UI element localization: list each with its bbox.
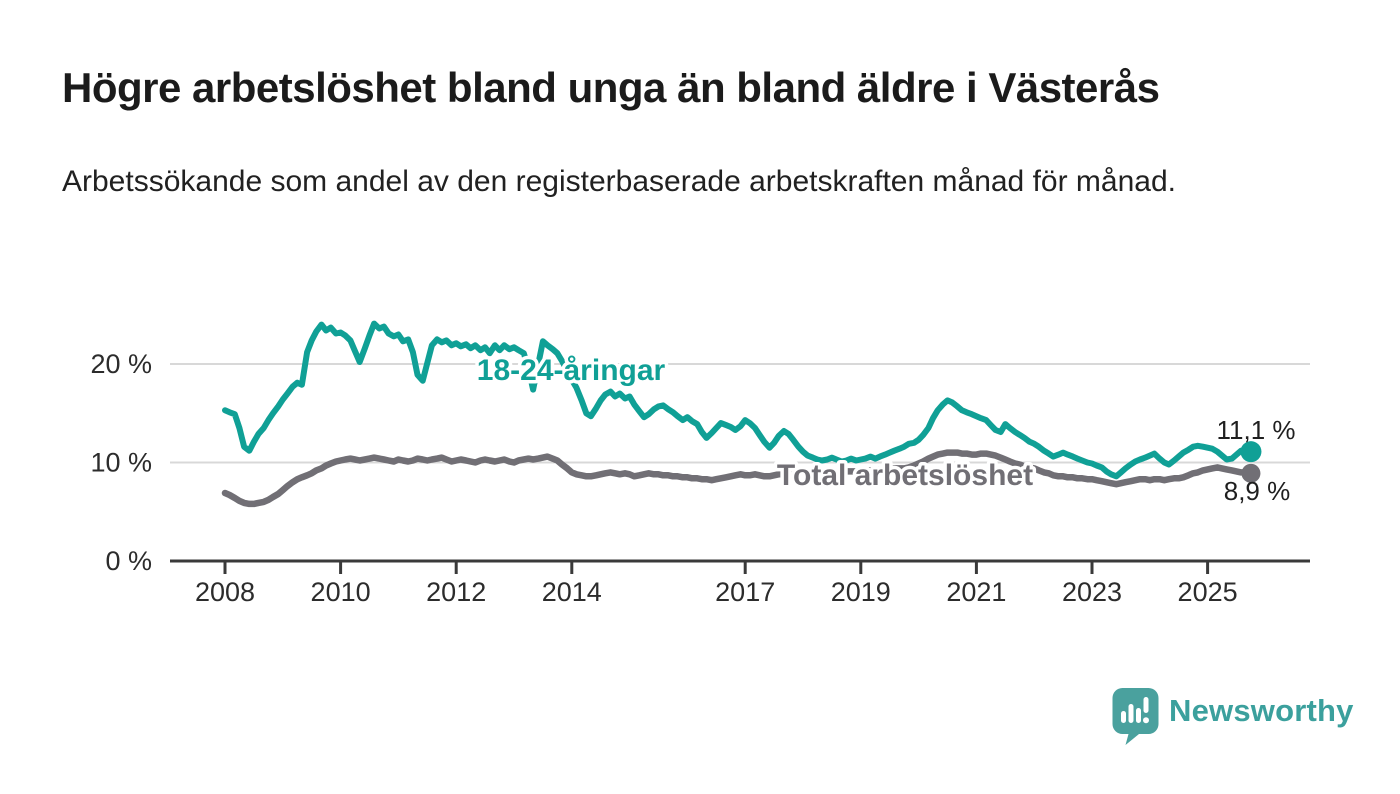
x-tick-label-2023: 2023 [1062, 577, 1122, 607]
y-tick-label-10: 10 % [90, 448, 152, 478]
y-tick-label-20: 20 % [90, 349, 152, 379]
chart-subtitle: Arbetssökande som andel av den registerb… [62, 165, 1176, 198]
y-tick-label-0: 0 % [105, 546, 152, 576]
logo-exclamation-dot [1143, 717, 1149, 724]
logo-bar-2 [1128, 704, 1134, 723]
newsworthy-wordmark: Newsworthy [1169, 693, 1354, 728]
logo-exclamation-bar [1143, 697, 1149, 713]
x-tick-label-2012: 2012 [426, 577, 486, 607]
series-label-youth: 18-24-åringar [477, 354, 666, 387]
logo-bubble [1112, 688, 1159, 745]
x-tick-label-2014: 2014 [542, 577, 602, 607]
series-label-total: Total arbetslöshet [777, 459, 1033, 492]
series-line-youth [222, 320, 1254, 480]
logo-bar-1 [1121, 711, 1126, 723]
end-dot-total [1241, 463, 1261, 483]
end-value-label-youth: 11,1 % [1216, 415, 1295, 445]
newsworthy-logo-icon [1112, 688, 1159, 745]
logo-bar-3 [1136, 708, 1141, 723]
end-value-label-total: 8,9 % [1224, 476, 1291, 506]
x-tick-label-2025: 2025 [1178, 577, 1238, 607]
x-tick-label-2017: 2017 [715, 577, 775, 607]
x-tick-label-2019: 2019 [831, 577, 891, 607]
x-tick-label-2010: 2010 [311, 577, 371, 607]
x-tick-label-2021: 2021 [946, 577, 1006, 607]
end-dot-youth [1240, 441, 1262, 463]
x-tick-label-2008: 2008 [195, 577, 255, 607]
newsworthy-brand: Newsworthy [1112, 687, 1354, 745]
chart-title: Högre arbetslöshet bland unga än bland ä… [62, 64, 1160, 111]
series-line-total [221, 449, 1255, 508]
